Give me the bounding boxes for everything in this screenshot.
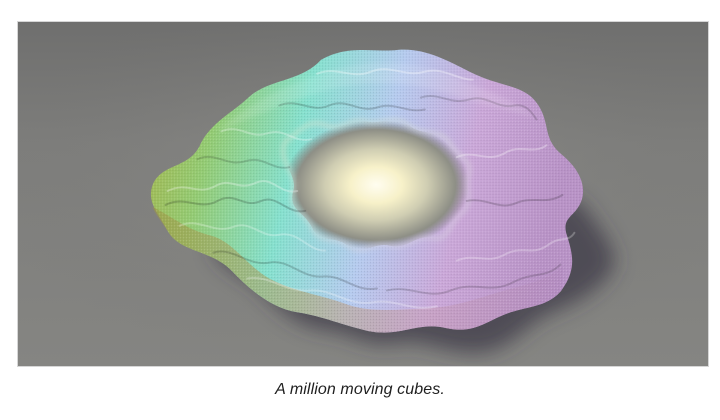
rendered-cube-ring-image — [18, 22, 708, 366]
cube-ring-inner-opening — [283, 119, 470, 250]
figure-caption: A million moving cubes. — [275, 381, 445, 398]
figure-frame — [17, 21, 709, 367]
